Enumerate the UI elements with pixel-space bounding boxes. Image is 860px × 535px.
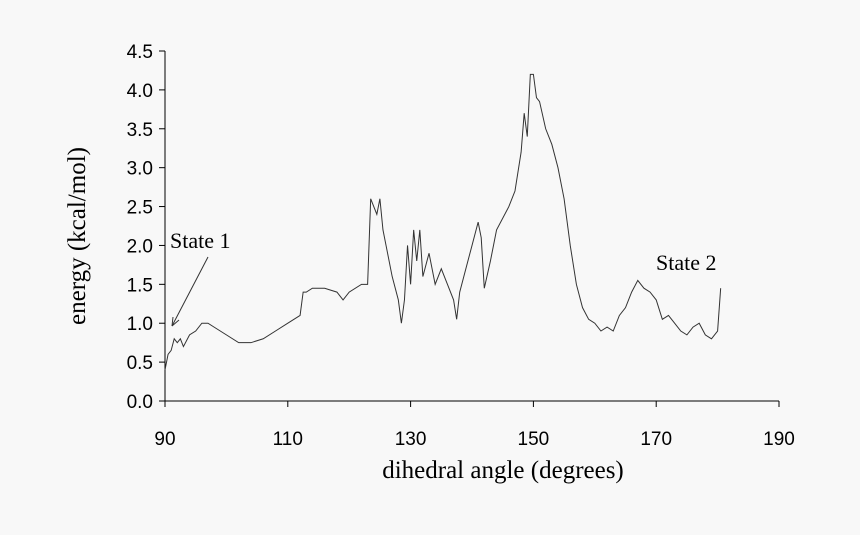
x-tick-label: 170: [640, 429, 672, 450]
y-tick-label: 3.0: [127, 159, 153, 180]
y-tick-label: 2.5: [127, 198, 153, 219]
x-axis-title: dihedral angle (degrees): [382, 457, 624, 484]
x-tick-label: 110: [273, 429, 303, 450]
y-tick-label: 0.0: [127, 392, 153, 413]
y-tick-label: 1.0: [127, 314, 153, 335]
y-axis-title: energy (kcal/mol): [64, 147, 91, 325]
y-tick-label: 4.0: [127, 81, 153, 102]
y-tick-label: 0.5: [127, 353, 153, 374]
arrow-head: [171, 316, 180, 327]
y-tick-label: 1.5: [127, 275, 153, 296]
annotation: State 1: [170, 228, 231, 253]
y-tick-label: 3.5: [127, 120, 153, 141]
y-tick-label: 4.5: [127, 42, 153, 63]
x-tick-label: 190: [763, 429, 795, 450]
annotation-arrow: [171, 256, 209, 327]
annotation: State 2: [656, 250, 717, 275]
y-tick-label: 2.0: [127, 236, 153, 257]
x-tick-label: 130: [395, 429, 427, 450]
line-series: [164, 73, 722, 370]
x-tick-label: 150: [518, 429, 550, 450]
x-tick-label: 90: [154, 429, 175, 450]
